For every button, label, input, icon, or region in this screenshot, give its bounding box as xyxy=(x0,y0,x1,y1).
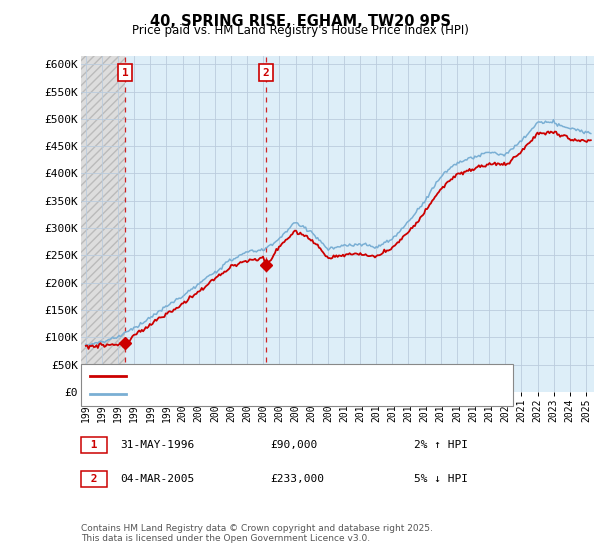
Text: 04-MAR-2005: 04-MAR-2005 xyxy=(120,474,194,484)
Text: 31-MAY-1996: 31-MAY-1996 xyxy=(120,440,194,450)
Bar xyxy=(81,56,125,392)
Text: HPI: Average price, semi-detached house, Runnymede: HPI: Average price, semi-detached house,… xyxy=(132,389,445,399)
Text: 1: 1 xyxy=(84,440,104,450)
Text: £90,000: £90,000 xyxy=(270,440,317,450)
Text: 2: 2 xyxy=(263,68,269,78)
Text: Price paid vs. HM Land Registry's House Price Index (HPI): Price paid vs. HM Land Registry's House … xyxy=(131,24,469,37)
Text: £233,000: £233,000 xyxy=(270,474,324,484)
Text: Contains HM Land Registry data © Crown copyright and database right 2025.
This d: Contains HM Land Registry data © Crown c… xyxy=(81,524,433,543)
Text: 5% ↓ HPI: 5% ↓ HPI xyxy=(414,474,468,484)
Text: 40, SPRING RISE, EGHAM, TW20 9PS: 40, SPRING RISE, EGHAM, TW20 9PS xyxy=(149,14,451,29)
Text: 1: 1 xyxy=(122,68,128,78)
Text: 40, SPRING RISE, EGHAM, TW20 9PS (semi-detached house): 40, SPRING RISE, EGHAM, TW20 9PS (semi-d… xyxy=(132,371,470,381)
Text: 2: 2 xyxy=(84,474,104,484)
Text: 2% ↑ HPI: 2% ↑ HPI xyxy=(414,440,468,450)
